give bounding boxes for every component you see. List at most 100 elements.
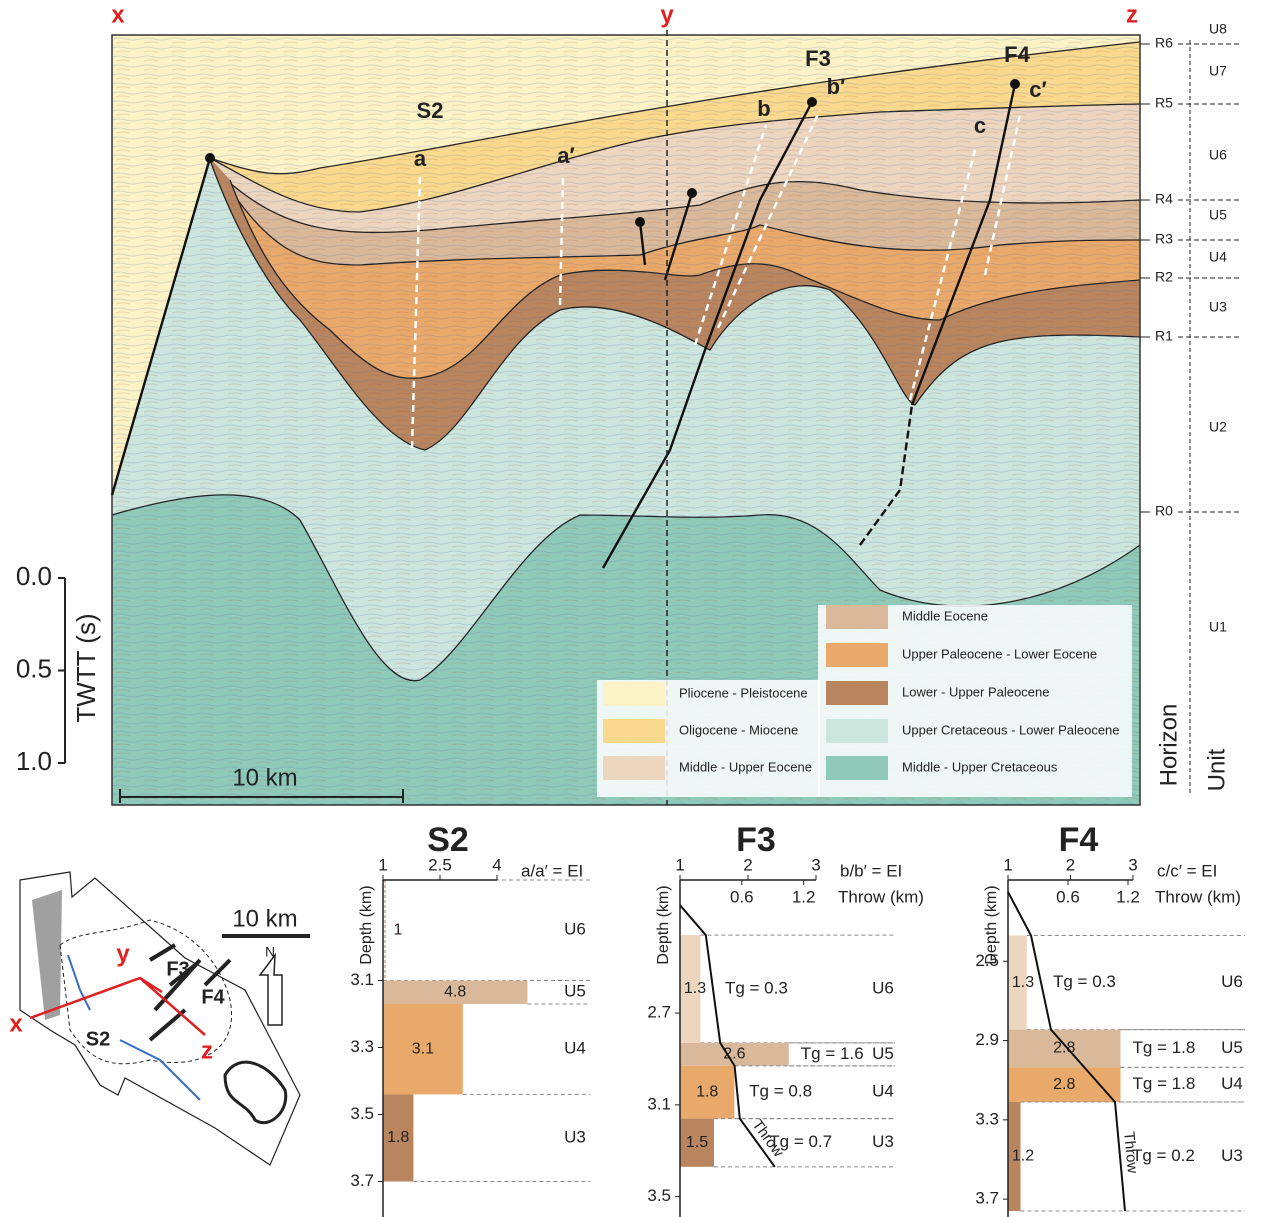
unit-label: U3 <box>564 1127 586 1146</box>
horizon-label: R4 <box>1155 191 1173 207</box>
horizon-label: R5 <box>1155 95 1173 111</box>
unit-label: U6 <box>1221 972 1243 991</box>
unit-label: U3 <box>872 1132 894 1151</box>
ei-value: 3.1 <box>412 1040 434 1057</box>
panel-title: S2 <box>427 821 469 859</box>
horizon-label: R3 <box>1155 231 1173 247</box>
ei-title: a/a′ = EI <box>521 861 583 880</box>
ei-value: 1.3 <box>684 980 706 997</box>
map-label: S2 <box>86 1028 110 1050</box>
unit-label: U4 <box>872 1082 894 1101</box>
structure-label: F3 <box>805 46 831 71</box>
throw-tick-label: 0.6 <box>1056 887 1080 906</box>
depth-tick-label: 2.5 <box>975 951 999 970</box>
figure: x y z S2 F3 F4 a a′ b b′ c c′ 10 km Plio… <box>0 0 1263 1217</box>
ei-tick-label: 2.5 <box>428 855 452 874</box>
tg-label: Tg = 1.6 <box>801 1044 864 1063</box>
legend-label: Pliocene - Pleistocene <box>679 685 808 700</box>
unit-label: U2 <box>1209 419 1227 435</box>
legend-label: Middle - Upper Cretaceous <box>902 759 1058 774</box>
legend-swatch <box>603 756 665 780</box>
ei-value: 1.3 <box>1012 974 1034 991</box>
marker-label: c <box>974 113 986 138</box>
map-label: F3 <box>166 958 189 980</box>
horizon-label: R2 <box>1155 269 1173 285</box>
unit-label: U4 <box>1221 1074 1243 1093</box>
structure-label: S2 <box>417 98 444 123</box>
tg-label: Tg = 0.3 <box>725 978 788 997</box>
horizon-label: R0 <box>1155 503 1173 519</box>
unit-label: U5 <box>872 1044 894 1063</box>
tg-label: Tg = 0.3 <box>1053 972 1116 991</box>
map-label: z <box>201 1037 213 1064</box>
tg-label: Tg = 0.2 <box>1132 1146 1195 1165</box>
horizon-label: R6 <box>1155 35 1173 51</box>
ei-value: 1.8 <box>696 1083 718 1100</box>
depth-tick-label: 3.1 <box>350 970 374 989</box>
fault-tip <box>635 217 645 227</box>
north-label: N <box>265 944 275 960</box>
unit-label: U5 <box>564 982 586 1001</box>
ei-value: 1 <box>394 921 403 938</box>
map-body <box>225 1062 286 1123</box>
ei-tick-label: 2 <box>1066 855 1075 874</box>
unit-label: U3 <box>1209 299 1227 315</box>
panel-title: F3 <box>736 821 776 859</box>
ei-value: 2.8 <box>1053 1076 1075 1093</box>
legend-swatch <box>826 756 888 780</box>
ei-value: 4.8 <box>444 983 466 1000</box>
horizon-label: R1 <box>1155 328 1173 344</box>
panels: S2 Depth (km) a/a′ = EI 1 U6 4.8 U5 3.1 U4 1.8 U3 1… <box>350 821 1245 1217</box>
unit-label: U5 <box>1209 207 1227 223</box>
depth-tick-label: 3.1 <box>647 1094 671 1113</box>
depth-tick-label: 3.7 <box>975 1189 999 1208</box>
fault-tip <box>205 153 215 163</box>
unit-label: U6 <box>872 978 894 997</box>
ei-tick-label: 1 <box>1003 855 1012 874</box>
depth-tick-label: 3.7 <box>350 1171 374 1190</box>
map-scale-label: 10 km <box>232 905 297 932</box>
ei-tick-label: 1 <box>378 855 387 874</box>
legend-label: Upper Paleocene - Lower Eocene <box>902 646 1097 661</box>
legend-swatch <box>826 719 888 743</box>
unit-label: U3 <box>1221 1146 1243 1165</box>
section-end: x <box>111 1 125 28</box>
unit-title: Unit <box>1203 748 1230 791</box>
unit-label: U6 <box>1209 147 1227 163</box>
twtt-tick-label: 0.5 <box>16 653 52 683</box>
map-label: y <box>116 940 130 967</box>
depth-tick-label: 2.9 <box>975 1030 999 1049</box>
unit-label: U4 <box>564 1039 586 1058</box>
fault-tip <box>1010 79 1020 89</box>
legend-swatch <box>826 605 888 629</box>
tg-label: Tg = 1.8 <box>1133 1038 1196 1057</box>
marker-label: c′ <box>1029 77 1047 102</box>
unit-label: U5 <box>1221 1038 1243 1057</box>
ei-tick-label: 2 <box>743 855 752 874</box>
tg-label: Tg = 1.8 <box>1133 1074 1196 1093</box>
fault-tip <box>687 188 697 198</box>
legend-label: Oligocene - Miocene <box>679 722 798 737</box>
legend-label: Lower - Upper Paleocene <box>902 684 1049 699</box>
ei-tick-label: 3 <box>1128 855 1137 874</box>
map-hatch <box>32 890 62 1020</box>
section-end: z <box>1126 1 1138 28</box>
marker-label: b′ <box>827 74 846 99</box>
fault-tip <box>807 97 817 107</box>
ei-value: 1.2 <box>1012 1148 1034 1165</box>
north-arrow <box>260 955 282 1025</box>
depth-tick-label: 3.5 <box>647 1186 671 1205</box>
depth-title: Depth (km) <box>358 885 375 964</box>
structure-label: F4 <box>1004 42 1030 67</box>
depth-tick-label: 3.3 <box>975 1109 999 1128</box>
depth-tick-label: 3.3 <box>350 1037 374 1056</box>
unit-label: U7 <box>1209 63 1227 79</box>
ei-value: 1.8 <box>387 1129 409 1146</box>
legend-swatch <box>603 682 665 706</box>
depth-tick-label: 2.7 <box>647 1003 671 1022</box>
map-label: F4 <box>201 986 225 1008</box>
map-label: x <box>9 1010 23 1037</box>
legend-swatch <box>826 643 888 667</box>
ei-tick-label: 3 <box>811 855 820 874</box>
depth-tick-label: 3.5 <box>350 1104 374 1123</box>
